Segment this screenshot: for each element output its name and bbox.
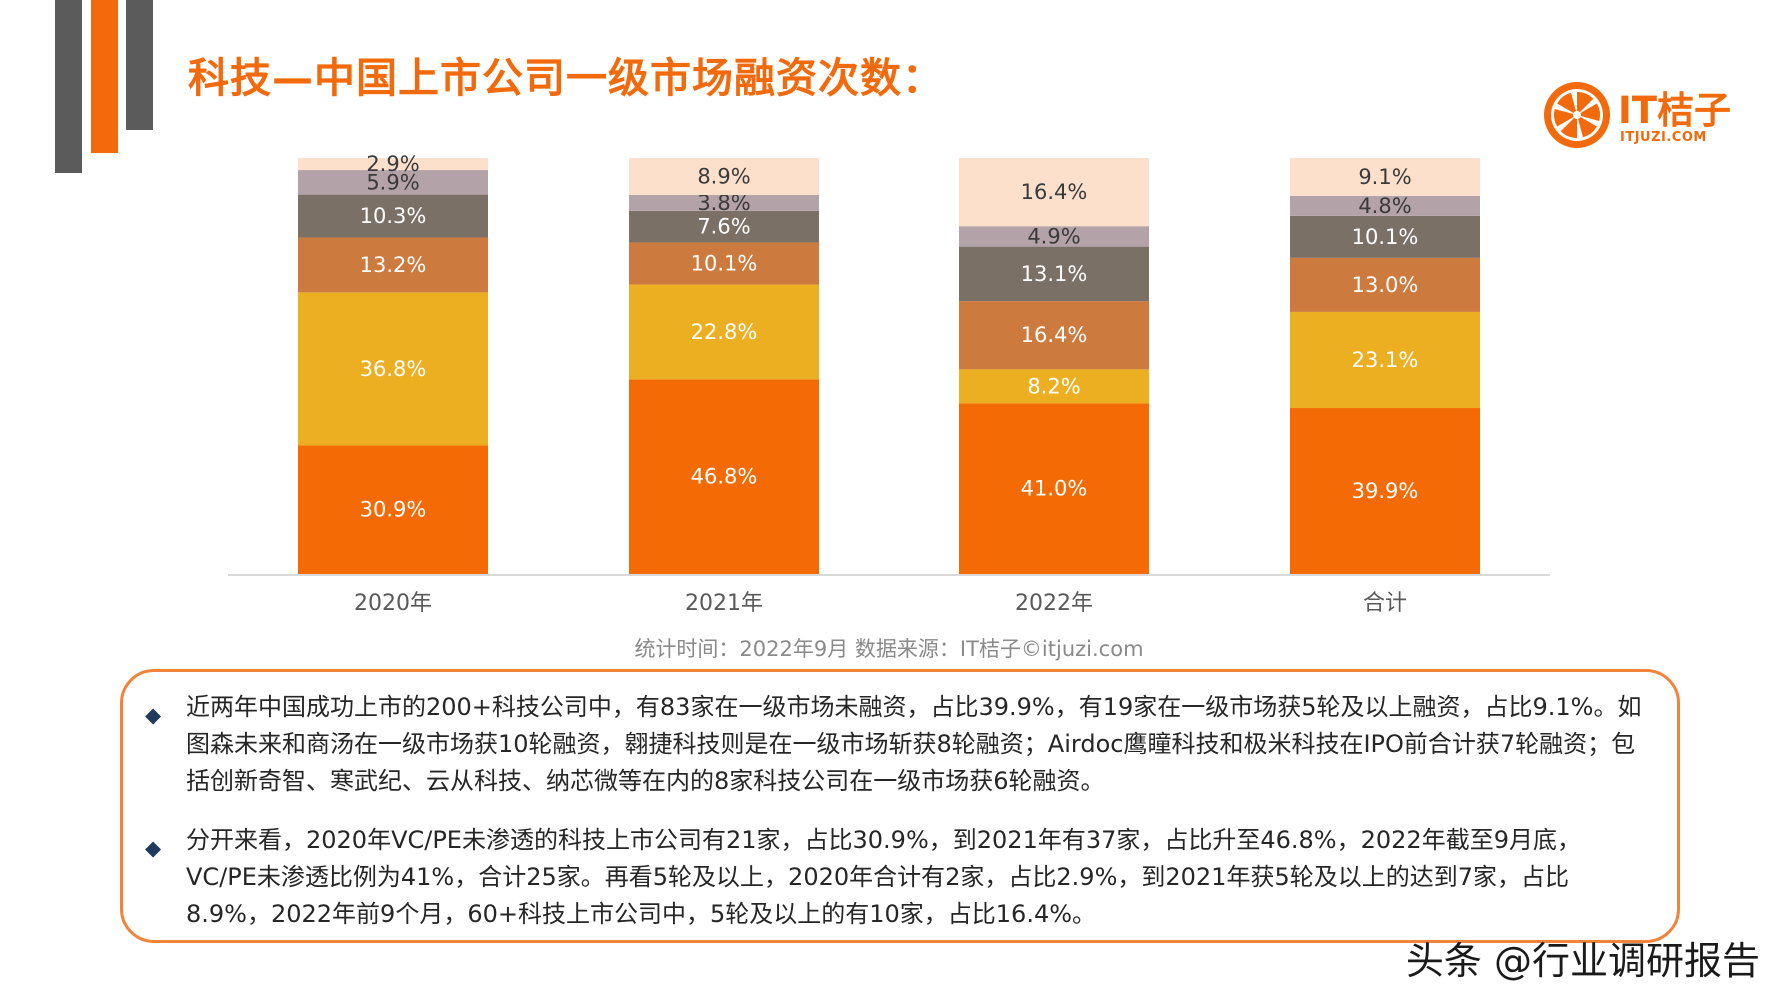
logo-url: ITJUZI.COM [1620, 130, 1707, 145]
data-label: 16.4% [1021, 180, 1088, 204]
bar-segment [959, 246, 1149, 302]
data-label: 5.9% [366, 170, 419, 194]
data-label: 2.9% [366, 152, 419, 176]
notes-box: ◆ 近两年中国成功上市的200+科技公司中，有83家在一级市场未融资，占比39.… [120, 669, 1680, 943]
data-label: 23.1% [1352, 348, 1419, 372]
bar-segment [629, 158, 819, 196]
bar-segment [629, 210, 819, 243]
logo-text: IT桔子 [1618, 89, 1732, 132]
bar-segment [629, 242, 819, 285]
data-label: 4.8% [1358, 194, 1411, 218]
itjuzi-logo: IT桔子 ITJUZI.COM [1540, 78, 1740, 152]
note-paragraph-1: 近两年中国成功上市的200+科技公司中，有83家在一级市场未融资，占比39.9%… [186, 693, 1642, 795]
data-label: 39.9% [1352, 479, 1419, 503]
data-label: 36.8% [360, 357, 427, 381]
data-label: 13.2% [360, 253, 427, 277]
x-tick-label: 2022年 [1015, 591, 1093, 616]
diamond-bullet-icon: ◆ [145, 836, 162, 860]
decor-bar-dark-left [55, 0, 82, 173]
bar-segment [629, 195, 819, 211]
data-label: 46.8% [691, 465, 758, 489]
data-label: 9.1% [1358, 165, 1411, 189]
bar-segment [1290, 311, 1480, 409]
bar-segment [959, 403, 1149, 574]
bar-segment [298, 158, 488, 171]
bar-segment [1290, 158, 1480, 196]
x-tick-label: 2020年 [354, 591, 432, 616]
x-tick-label: 合计 [1363, 591, 1407, 616]
bar-segment [959, 369, 1149, 404]
stacked-bar-chart: 30.9% 36.8% 13.2% 10.3% 5.9%2.9% 46.8% 22.8% 10… [228, 152, 1550, 616]
page-title: 科技—中国上市公司一级市场融资次数： [188, 54, 944, 102]
bar-segment [959, 301, 1149, 370]
data-label: 8.9% [697, 165, 750, 189]
bar-segment [1290, 408, 1480, 574]
bar-segment [959, 226, 1149, 247]
data-label: 41.0% [1021, 477, 1088, 501]
data-label: 4.9% [1027, 224, 1080, 248]
data-label: 13.0% [1352, 273, 1419, 297]
bar-segment [1290, 195, 1480, 216]
data-label: 22.8% [691, 320, 758, 344]
x-tick-label: 2021年 [685, 591, 763, 616]
decor-bar-dark-right [126, 0, 153, 130]
data-label: 10.1% [691, 251, 758, 275]
diamond-bullet-icon: ◆ [145, 703, 162, 727]
bar-segment [1290, 257, 1480, 312]
data-label: 7.6% [697, 215, 750, 239]
bar-segment [298, 237, 488, 293]
data-label: 16.4% [1021, 323, 1088, 347]
bar-segment [959, 158, 1149, 227]
data-label: 30.9% [360, 498, 427, 522]
data-source-note: 统计时间：2022年9月 数据来源：IT桔子©itjuzi.com [634, 637, 1144, 661]
data-label: 8.2% [1027, 374, 1080, 398]
bar-segment [1290, 215, 1480, 258]
data-label: 10.1% [1352, 225, 1419, 249]
bar-segment [298, 194, 488, 238]
orange-slice-icon [1544, 82, 1610, 148]
bar-segment [629, 379, 819, 574]
data-label: 10.3% [360, 204, 427, 228]
bar-segment [298, 292, 488, 446]
watermark: 头条 @行业调研报告 [1405, 939, 1760, 983]
bar-segment [629, 284, 819, 380]
bar-segment [298, 445, 488, 574]
note-paragraph-2: 分开来看，2020年VC/PE未渗透的科技上市公司有21家，占比30.9%，到2… [186, 826, 1581, 928]
data-label: 13.1% [1021, 262, 1088, 286]
decor-bar-orange [91, 0, 118, 153]
bar-segment [298, 170, 488, 195]
